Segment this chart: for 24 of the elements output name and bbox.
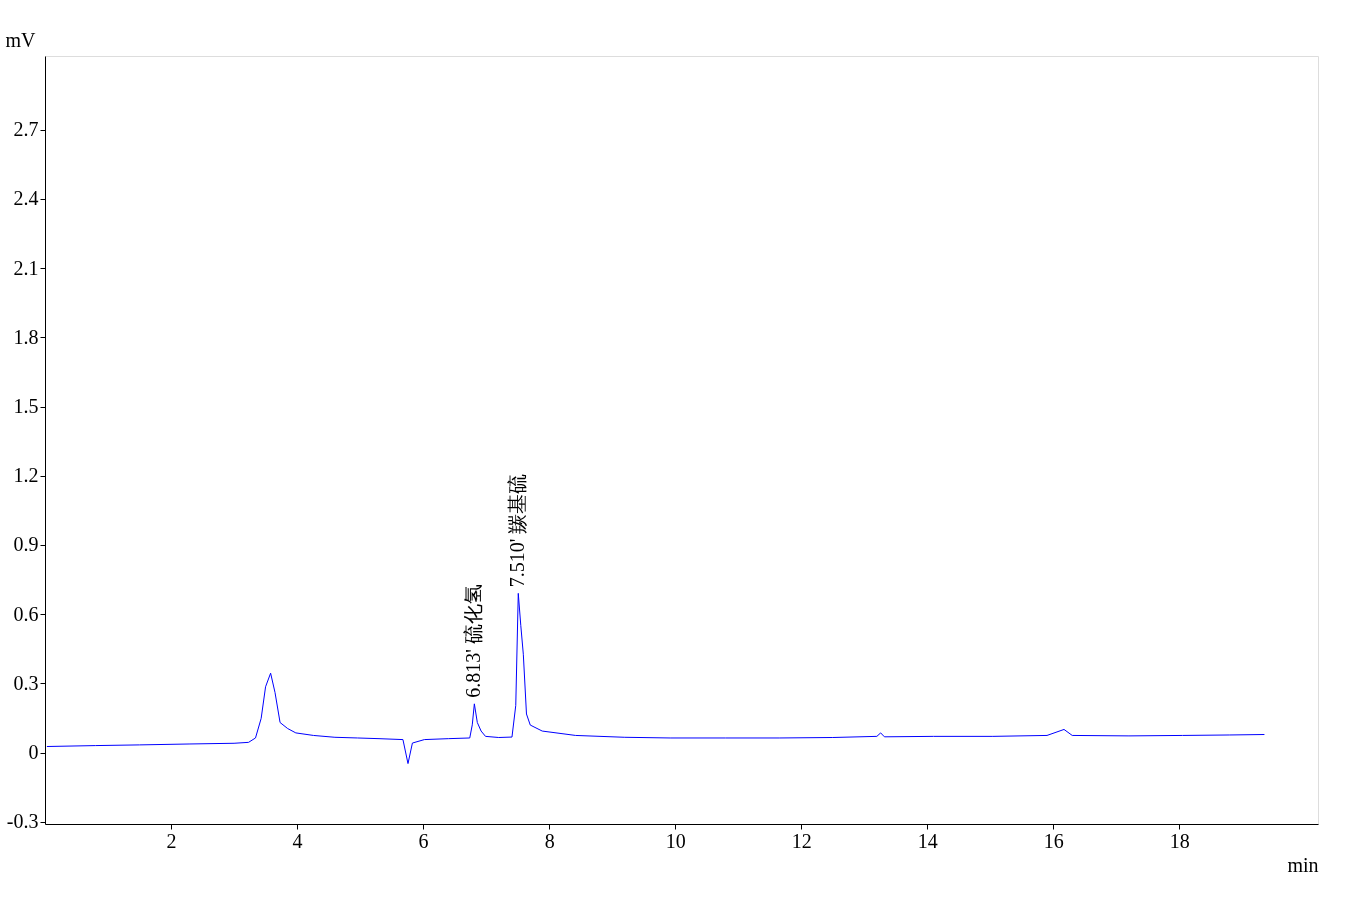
y-tick-label: 0.3 [13, 671, 39, 694]
x-tick-label: 8 [544, 829, 555, 852]
x-tick-label: 14 [917, 829, 938, 852]
x-tick-label: 6 [418, 829, 429, 852]
y-tick-label: -0.3 [6, 810, 39, 833]
x-tick-label: 16 [1043, 829, 1064, 852]
y-tick-label: 2.1 [13, 256, 39, 279]
y-tick-label: 1.2 [13, 464, 39, 487]
y-tick-label: 0 [28, 741, 39, 763]
x-axis-title: min [1287, 853, 1319, 876]
x-tick-label: 10 [665, 829, 686, 852]
y-axis-title: mV [5, 28, 37, 51]
y-tick-label: 1.5 [13, 395, 39, 418]
y-tick-label: 0.6 [13, 602, 39, 625]
annotation: 6.813' 硫化氢 [462, 584, 485, 698]
y-tick-label: 1.8 [13, 325, 39, 348]
x-tick-label: 4 [292, 829, 303, 852]
x-tick-label: 2 [166, 829, 177, 852]
y-tick-label: 2.4 [13, 187, 39, 210]
y-tick-label: 2.7 [13, 118, 39, 141]
annotation: 7.510' 羰基硫 [506, 473, 529, 588]
x-tick-label: 18 [1169, 829, 1190, 852]
x-tick-label: 12 [791, 829, 812, 852]
y-tick-label: 0.9 [13, 533, 39, 556]
